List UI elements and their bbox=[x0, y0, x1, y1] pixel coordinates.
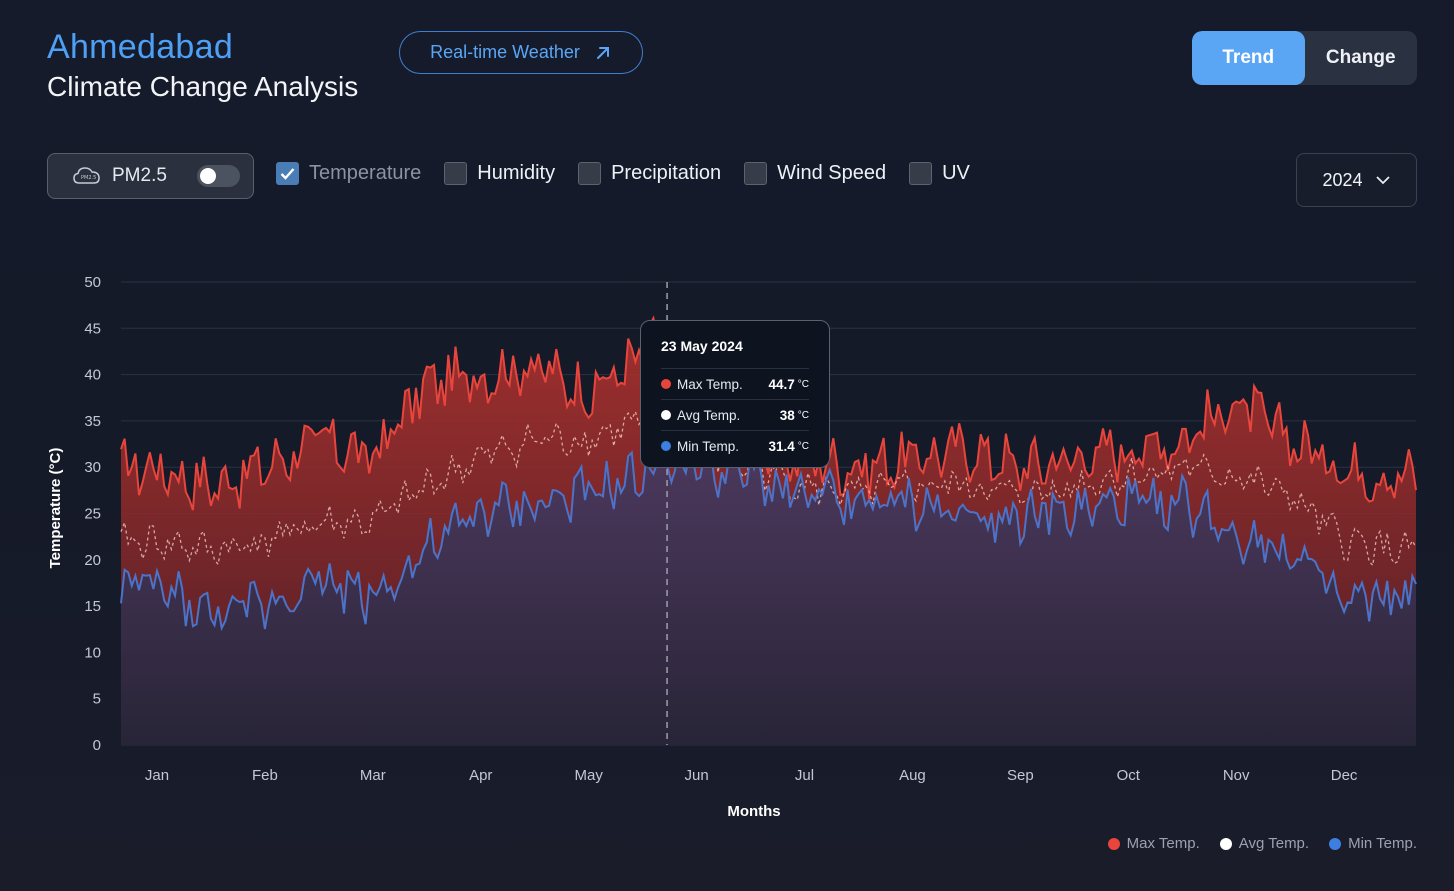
legend-item-max[interactable]: Max Temp. bbox=[1107, 835, 1200, 852]
page-subtitle: Climate Change Analysis bbox=[47, 71, 359, 102]
pm25-label: PM2.5 bbox=[112, 165, 167, 186]
realtime-weather-button[interactable]: Real-time Weather bbox=[399, 31, 643, 74]
x-tick-label: Jul bbox=[795, 767, 814, 784]
x-tick-label: Feb bbox=[252, 767, 278, 784]
temperature-label: Temperature bbox=[309, 162, 422, 184]
legend-max-dot bbox=[1107, 837, 1120, 850]
chevron-down-icon bbox=[1375, 176, 1390, 185]
x-tick-label: May bbox=[574, 767, 603, 784]
tooltip-avg-label: Avg Temp. bbox=[677, 407, 741, 423]
pm25-toggle-box: PM2.5 PM2.5 bbox=[47, 153, 254, 199]
uv-label: UV bbox=[942, 162, 970, 184]
legend-item-min[interactable]: Min Temp. bbox=[1329, 835, 1417, 852]
x-tick-label: Mar bbox=[360, 767, 386, 784]
legend-min-label: Min Temp. bbox=[1348, 835, 1417, 852]
precipitation-label: Precipitation bbox=[611, 162, 722, 184]
y-tick-label: 10 bbox=[84, 644, 101, 661]
tooltip-min-unit: °C bbox=[797, 440, 809, 452]
x-tick-label: Dec bbox=[1331, 767, 1358, 784]
filter-precipitation[interactable]: Precipitation bbox=[578, 162, 721, 185]
min-temp-area bbox=[121, 435, 1416, 745]
trend-tab[interactable]: Trend bbox=[1192, 31, 1305, 85]
legend-min-dot bbox=[1329, 837, 1342, 850]
svg-text:PM2.5: PM2.5 bbox=[81, 175, 96, 181]
chart-tooltip: 23 May 2024 Max Temp. 44.7 °C Avg Temp. … bbox=[640, 320, 830, 468]
checkmark-icon bbox=[280, 168, 295, 180]
view-toggle: Trend Change bbox=[1192, 31, 1417, 85]
filter-uv[interactable]: UV bbox=[909, 162, 970, 185]
y-tick-label: 25 bbox=[84, 506, 101, 523]
y-tick-label: 35 bbox=[84, 413, 101, 430]
tooltip-row-max: Max Temp. 44.7 °C bbox=[661, 368, 809, 399]
tooltip-max-label: Max Temp. bbox=[677, 376, 743, 392]
x-tick-label: Jun bbox=[684, 767, 708, 784]
y-tick-label: 20 bbox=[84, 552, 101, 569]
tooltip-max-unit: °C bbox=[797, 378, 809, 390]
pm25-switch[interactable] bbox=[196, 165, 240, 187]
tooltip-avg-value: 38 bbox=[779, 407, 795, 423]
x-axis-title: Months bbox=[727, 803, 780, 820]
change-tab[interactable]: Change bbox=[1325, 47, 1396, 68]
chart-legend: Max Temp. Avg Temp. Min Temp. bbox=[1107, 835, 1417, 852]
y-tick-label: 45 bbox=[84, 320, 101, 337]
filter-humidity[interactable]: Humidity bbox=[444, 162, 555, 185]
y-tick-label: 40 bbox=[84, 367, 101, 384]
pm25-switch-knob bbox=[199, 168, 216, 184]
legend-avg-label: Avg Temp. bbox=[1238, 835, 1310, 852]
legend-item-avg[interactable]: Avg Temp. bbox=[1219, 835, 1310, 852]
min-temp-dot bbox=[661, 441, 671, 451]
temperature-checkbox[interactable] bbox=[276, 162, 299, 185]
x-tick-label: Oct bbox=[1117, 767, 1141, 784]
x-tick-label: Jan bbox=[145, 767, 169, 784]
y-tick-label: 15 bbox=[84, 598, 101, 615]
x-tick-label: Sep bbox=[1007, 767, 1034, 784]
external-link-arrow-icon bbox=[596, 46, 609, 59]
x-tick-label: Nov bbox=[1223, 767, 1250, 784]
filter-temperature[interactable]: Temperature bbox=[276, 162, 421, 185]
tooltip-row-avg: Avg Temp. 38 °C bbox=[661, 399, 809, 430]
cloud-icon: PM2.5 bbox=[73, 167, 100, 184]
wind-speed-checkbox[interactable] bbox=[744, 162, 768, 185]
uv-checkbox[interactable] bbox=[909, 162, 933, 185]
min-temp-line bbox=[120, 435, 1417, 632]
avg-temp-dot bbox=[661, 410, 671, 420]
y-tick-label: 0 bbox=[93, 737, 101, 754]
city-title: Ahmedabad bbox=[47, 28, 234, 66]
max-temp-dot bbox=[661, 379, 671, 389]
tooltip-max-value: 44.7 bbox=[768, 376, 795, 392]
tooltip-min-label: Min Temp. bbox=[677, 438, 740, 454]
tooltip-row-min: Min Temp. 31.4 °C bbox=[661, 430, 809, 461]
y-tick-label: 5 bbox=[93, 691, 101, 708]
x-tick-label: Aug bbox=[899, 767, 926, 784]
tooltip-min-value: 31.4 bbox=[768, 438, 795, 454]
legend-avg-dot bbox=[1219, 837, 1232, 850]
precipitation-checkbox[interactable] bbox=[578, 162, 602, 185]
year-value: 2024 bbox=[1322, 169, 1363, 190]
avg-temp-line bbox=[120, 387, 1417, 567]
wind-speed-label: Wind Speed bbox=[777, 162, 887, 184]
filter-wind-speed[interactable]: Wind Speed bbox=[744, 162, 886, 185]
y-tick-label: 30 bbox=[84, 459, 101, 476]
humidity-checkbox[interactable] bbox=[444, 162, 468, 185]
metric-filters: Temperature Humidity Precipitation Wind … bbox=[276, 162, 993, 185]
x-tick-label: Apr bbox=[469, 767, 492, 784]
max-temp-line bbox=[120, 315, 1417, 511]
humidity-label: Humidity bbox=[477, 162, 556, 184]
tooltip-date: 23 May 2024 bbox=[661, 338, 743, 354]
realtime-weather-label: Real-time Weather bbox=[430, 42, 580, 62]
y-tick-label: 50 bbox=[84, 274, 101, 291]
year-select[interactable]: 2024 bbox=[1296, 153, 1417, 207]
y-axis-title: Temperature (°C) bbox=[47, 448, 64, 569]
tooltip-avg-unit: °C bbox=[797, 409, 809, 421]
legend-max-label: Max Temp. bbox=[1126, 835, 1200, 852]
